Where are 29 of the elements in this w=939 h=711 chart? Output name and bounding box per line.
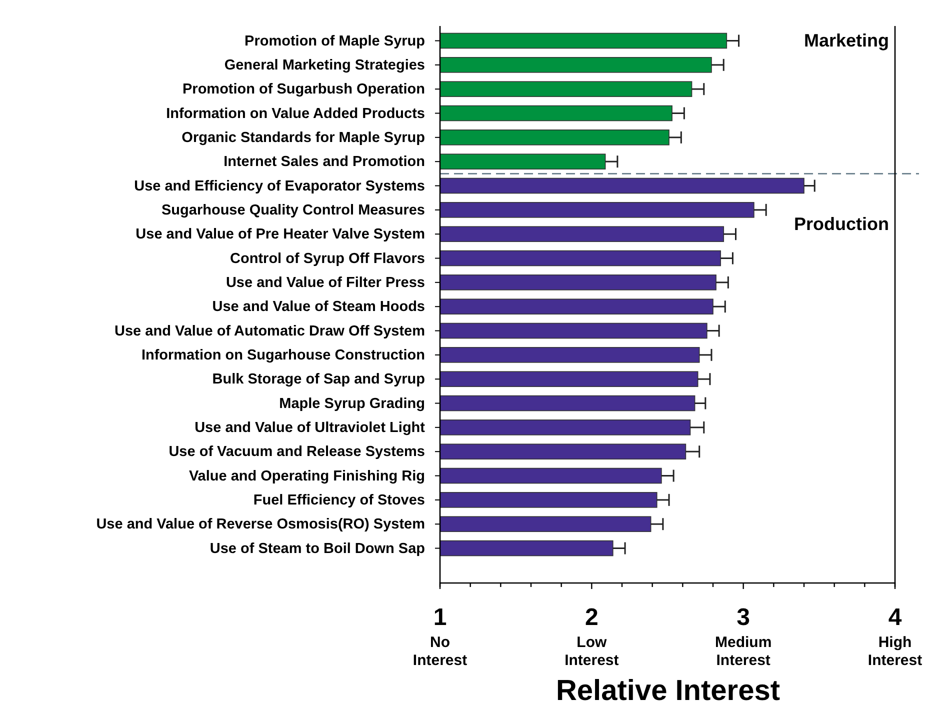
y-tick-label: Information on Sugarhouse Construction: [141, 348, 425, 364]
x-tick-label: 2 Low Interest: [564, 604, 619, 669]
y-tick-label: Fuel Efficiency of Stoves: [253, 492, 425, 509]
y-tick-label: Information on Value Added Products: [166, 106, 425, 122]
y-tick-label: Internet Sales and Promotion: [224, 154, 425, 170]
y-tick-label: Promotion of Sugarbush Operation: [182, 82, 425, 98]
y-tick-label: Sugarhouse Quality Control Measures: [162, 202, 425, 219]
x-tick-label: 4 High Interest: [868, 604, 922, 669]
x-axis-title: Relative Interest: [556, 675, 780, 707]
y-tick-label: Use and Value of Ultraviolet Light: [194, 420, 426, 436]
y-tick-label: Use of Steam to Boil Down Sap: [210, 540, 426, 557]
y-tick-label: Bulk Storage of Sap and Syrup: [212, 372, 426, 388]
x-tick-label: 3 Medium Interest: [714, 604, 772, 669]
y-tick-label: General Marketing Strategies: [224, 58, 425, 74]
text: Marketing: [804, 30, 889, 51]
y-tick-label: Control of Syrup Off Flavors: [230, 250, 425, 267]
y-tick-label: Value and Operating Finishing Rig: [188, 468, 425, 484]
y-tick-label: Use and Value of Filter Press: [226, 275, 425, 292]
x-tick-label: 1 No Interest: [412, 604, 468, 669]
y-tick-label: Use and Value of Steam Hoods: [212, 299, 425, 316]
y-tick-label: Maple Syrup Grading: [279, 396, 425, 412]
y-tick-label: Use of Vacuum and Release Systems: [168, 444, 425, 460]
y-tick-label: Use and Efficiency of Evaporator Systems: [134, 178, 425, 194]
y-tick-label: Use and Value of Reverse Osmosis(RO) System: [96, 516, 425, 533]
y-tick-label: Use and Value of Pre Heater Valve System: [136, 226, 425, 243]
series-label: Production: [794, 214, 889, 234]
y-tick-label: Use and Value of Automatic Draw Off System: [114, 323, 425, 340]
y-tick-label: Promotion of Maple Syrup: [244, 33, 426, 50]
y-tick-label: Organic Standards for Maple Syrup: [182, 130, 426, 146]
